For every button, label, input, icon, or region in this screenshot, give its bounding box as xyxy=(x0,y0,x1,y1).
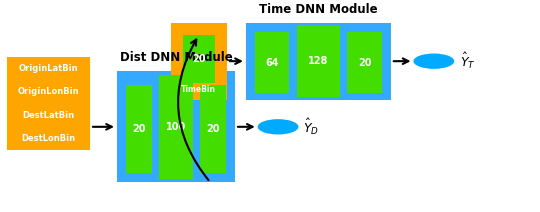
Bar xyxy=(254,32,289,93)
Text: 20: 20 xyxy=(133,124,146,134)
Text: 20: 20 xyxy=(358,58,372,68)
Text: OriginLatBin: OriginLatBin xyxy=(18,64,78,73)
Bar xyxy=(117,71,235,182)
Text: TimeBin: TimeBin xyxy=(181,85,217,95)
Text: 100: 100 xyxy=(166,122,186,132)
Text: $\hat{Y}_D$: $\hat{Y}_D$ xyxy=(303,117,319,137)
Ellipse shape xyxy=(414,53,454,69)
Text: $\hat{Y}_T$: $\hat{Y}_T$ xyxy=(460,51,475,71)
Bar xyxy=(200,85,226,173)
Bar xyxy=(159,75,193,179)
Bar xyxy=(7,57,90,150)
Text: Time DNN Module: Time DNN Module xyxy=(259,3,377,16)
Text: DestLatBin: DestLatBin xyxy=(22,111,75,120)
Text: 20: 20 xyxy=(192,54,206,64)
Bar xyxy=(296,25,340,97)
Bar xyxy=(171,23,227,100)
Text: 20: 20 xyxy=(206,124,219,134)
Text: 64: 64 xyxy=(265,58,279,68)
Text: DestLonBin: DestLonBin xyxy=(22,134,76,143)
Bar xyxy=(183,35,214,83)
Text: Dist DNN Module: Dist DNN Module xyxy=(120,51,232,64)
Bar xyxy=(246,23,391,100)
Text: OriginLonBin: OriginLonBin xyxy=(18,88,79,96)
Bar xyxy=(126,85,152,173)
Text: 128: 128 xyxy=(308,56,328,66)
Bar xyxy=(347,32,382,93)
Ellipse shape xyxy=(258,119,299,134)
